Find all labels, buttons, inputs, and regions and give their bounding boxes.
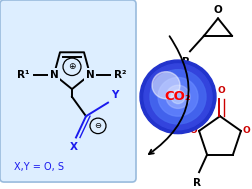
Text: R²: R² bbox=[114, 70, 126, 80]
Text: ⊖: ⊖ bbox=[94, 121, 101, 130]
Text: R: R bbox=[181, 57, 189, 67]
Circle shape bbox=[143, 64, 211, 130]
Circle shape bbox=[170, 90, 184, 104]
Circle shape bbox=[165, 85, 189, 108]
Circle shape bbox=[151, 72, 179, 99]
Circle shape bbox=[149, 70, 205, 124]
FancyBboxPatch shape bbox=[0, 0, 136, 182]
Circle shape bbox=[158, 77, 197, 116]
Text: O: O bbox=[216, 86, 224, 95]
Text: O: O bbox=[213, 5, 222, 15]
Text: O: O bbox=[242, 126, 250, 135]
Text: N: N bbox=[85, 70, 94, 80]
Text: CO₂: CO₂ bbox=[164, 90, 191, 103]
Circle shape bbox=[139, 60, 215, 134]
Text: ⊕: ⊕ bbox=[68, 62, 75, 71]
Text: X,Y = O, S: X,Y = O, S bbox=[14, 162, 64, 172]
Text: Y: Y bbox=[111, 90, 118, 100]
Text: O: O bbox=[188, 126, 196, 135]
Text: R: R bbox=[192, 178, 200, 188]
Text: X: X bbox=[70, 142, 78, 152]
Text: N: N bbox=[49, 70, 58, 80]
Text: R¹: R¹ bbox=[17, 70, 30, 80]
